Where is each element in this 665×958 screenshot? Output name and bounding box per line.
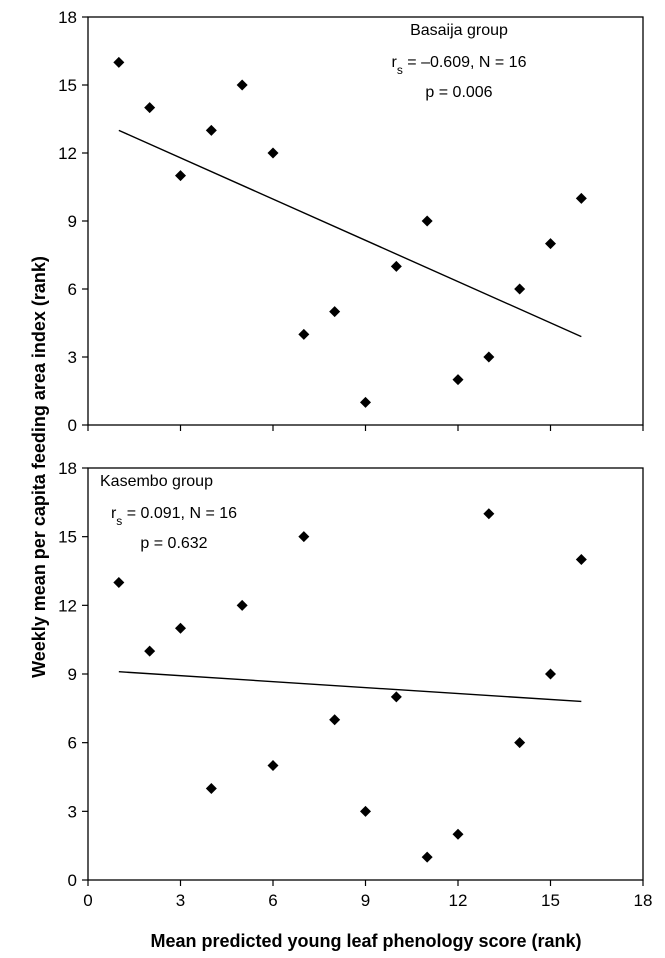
data-point bbox=[390, 691, 402, 703]
data-point bbox=[298, 328, 310, 340]
correlation-stat: rs = –0.609, N = 16 bbox=[392, 54, 527, 77]
data-point bbox=[329, 306, 341, 318]
data-point bbox=[575, 554, 587, 566]
x-tick-label: 0 bbox=[83, 891, 92, 910]
y-tick-label: 15 bbox=[58, 528, 77, 547]
x-tick-label: 18 bbox=[634, 891, 653, 910]
y-tick-label: 6 bbox=[68, 280, 77, 299]
stat-subscript: s bbox=[397, 63, 403, 77]
panel-2: 0 3 6 9 12 15 18 0 3 6 9 12 15 18 Kasembo group rs = 0.… bbox=[58, 459, 652, 910]
data-point bbox=[298, 531, 310, 543]
y-tick-label: 6 bbox=[68, 734, 77, 753]
data-point bbox=[175, 170, 186, 182]
y-tick-label: 12 bbox=[58, 596, 77, 615]
data-point bbox=[205, 124, 217, 136]
data-point bbox=[483, 351, 495, 363]
data-point bbox=[360, 396, 371, 408]
data-point bbox=[175, 622, 186, 634]
data-point bbox=[236, 599, 248, 611]
data-point bbox=[545, 238, 556, 250]
y-tick-label: 9 bbox=[68, 212, 77, 231]
x-tick-label: 12 bbox=[449, 891, 468, 910]
data-point bbox=[421, 215, 433, 227]
y-tick-label: 18 bbox=[58, 8, 77, 27]
plot-frame bbox=[87, 467, 644, 881]
data-point bbox=[514, 737, 526, 749]
data-point bbox=[113, 56, 125, 68]
stat-subscript: s bbox=[116, 514, 122, 528]
data-point bbox=[390, 260, 402, 272]
data-point bbox=[205, 782, 217, 794]
y-tick-label: 0 bbox=[68, 871, 77, 890]
p-value: p = 0.006 bbox=[425, 84, 492, 101]
y-tick-label: 15 bbox=[58, 76, 77, 95]
data-point bbox=[483, 508, 495, 520]
trend-line bbox=[118, 671, 582, 703]
correlation-stat: rs = 0.091, N = 16 bbox=[111, 505, 237, 528]
x-tick-label: 3 bbox=[176, 891, 185, 910]
stat-symbol: r bbox=[392, 54, 398, 71]
data-point bbox=[452, 374, 464, 386]
y-tick-label: 12 bbox=[58, 144, 77, 163]
y-tick-label: 0 bbox=[68, 416, 77, 435]
y-tick-label: 18 bbox=[58, 459, 77, 478]
p-value: p = 0.632 bbox=[140, 535, 207, 552]
x-tick-label: 15 bbox=[541, 891, 560, 910]
x-tick-label: 9 bbox=[361, 891, 370, 910]
data-point bbox=[267, 147, 279, 159]
data-point bbox=[267, 760, 279, 772]
y-tick-label: 9 bbox=[68, 665, 77, 684]
shared-y-axis-title: Weekly mean per capita feeding area inde… bbox=[29, 256, 49, 678]
y-tick-label: 3 bbox=[68, 802, 77, 821]
data-point bbox=[329, 714, 341, 726]
trend-line bbox=[118, 129, 582, 338]
data-point bbox=[452, 828, 464, 840]
panel-1: 0 3 6 9 12 15 18 Basaija group rs = –0.609, N = … bbox=[58, 8, 644, 435]
shared-x-axis-title: Mean predicted young leaf phenology scor… bbox=[150, 931, 581, 951]
stat-symbol: r bbox=[111, 505, 117, 522]
data-point bbox=[514, 283, 526, 295]
data-point bbox=[144, 102, 156, 114]
data-point bbox=[144, 645, 156, 657]
x-tick-label: 6 bbox=[268, 891, 277, 910]
data-point bbox=[575, 192, 587, 204]
group-label: Basaija group bbox=[410, 22, 508, 39]
y-tick-label: 3 bbox=[68, 348, 77, 367]
data-point bbox=[545, 668, 556, 680]
stat-value: = –0.609, N = 16 bbox=[403, 54, 527, 71]
plot-frame bbox=[87, 16, 644, 426]
group-label: Kasembo group bbox=[100, 473, 213, 490]
stat-value: = 0.091, N = 16 bbox=[122, 505, 237, 522]
data-point bbox=[113, 576, 125, 588]
data-point bbox=[236, 79, 248, 91]
data-point bbox=[360, 805, 371, 817]
data-point bbox=[421, 851, 433, 863]
